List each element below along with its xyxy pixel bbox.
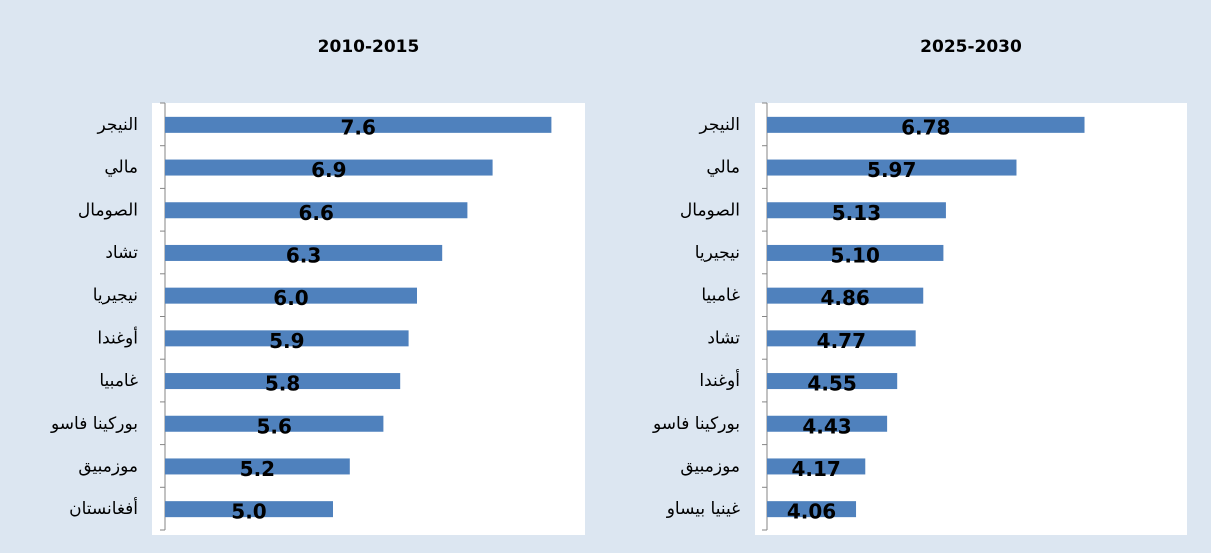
category-label: بوركينا فاسو xyxy=(652,414,740,434)
chart-title: 2025-2030 xyxy=(920,37,1022,57)
value-label: 6.78 xyxy=(901,115,950,139)
bar xyxy=(165,287,417,304)
category-label: بوركينا فاسو xyxy=(50,414,138,434)
category-label: النيجر xyxy=(698,115,740,135)
bar xyxy=(165,415,384,432)
bar xyxy=(767,330,916,347)
value-label: 6.3 xyxy=(286,243,321,267)
category-label: أوغندا xyxy=(699,369,740,391)
bar xyxy=(767,458,866,475)
bar xyxy=(165,116,552,133)
value-label: 4.17 xyxy=(791,457,840,481)
bar xyxy=(165,330,409,347)
value-label: 4.55 xyxy=(807,372,856,396)
value-label: 4.77 xyxy=(817,329,866,353)
bar xyxy=(165,244,443,261)
category-label: موزمبيق xyxy=(78,456,138,476)
category-label: أفغانستان xyxy=(69,497,138,519)
category-label: أوغندا xyxy=(97,326,138,348)
category-label: مالي xyxy=(706,158,740,178)
category-label: الصومال xyxy=(78,200,138,220)
category-label: النيجر xyxy=(96,115,138,135)
bar xyxy=(165,202,468,219)
bar xyxy=(165,373,401,390)
value-label: 5.13 xyxy=(832,201,881,225)
value-label: 5.97 xyxy=(867,158,916,182)
bar xyxy=(165,501,333,518)
bar xyxy=(165,458,350,475)
bar xyxy=(165,159,493,176)
value-label: 5.0 xyxy=(231,500,266,524)
value-label: 5.2 xyxy=(240,457,275,481)
value-label: 4.43 xyxy=(802,414,851,438)
category-label: تشاد xyxy=(707,328,740,348)
category-label: تشاد xyxy=(105,243,138,263)
value-label: 5.6 xyxy=(256,414,291,438)
bar xyxy=(767,501,857,518)
value-label: 5.10 xyxy=(831,243,880,267)
category-label: غينيا بيساو xyxy=(666,499,740,519)
bar xyxy=(767,287,924,304)
category-label: غامبيا xyxy=(99,371,138,391)
bar xyxy=(767,415,888,432)
value-label: 6.0 xyxy=(273,286,308,310)
category-label: نيجيريا xyxy=(93,286,138,306)
bar xyxy=(767,244,944,261)
bar xyxy=(767,159,1017,176)
category-label: غامبيا xyxy=(701,286,740,306)
value-label: 4.86 xyxy=(820,286,869,310)
bar xyxy=(767,202,946,219)
bar xyxy=(767,116,1085,133)
value-label: 7.6 xyxy=(340,115,375,139)
category-label: نيجيريا xyxy=(695,243,740,263)
bar xyxy=(767,373,898,390)
value-label: 5.8 xyxy=(265,372,300,396)
chart-title: 2010-2015 xyxy=(318,37,420,57)
value-label: 5.9 xyxy=(269,329,304,353)
value-label: 6.6 xyxy=(298,201,333,225)
category-label: مالي xyxy=(104,158,138,178)
value-label: 4.06 xyxy=(787,500,836,524)
category-label: موزمبيق xyxy=(680,456,740,476)
category-label: الصومال xyxy=(680,200,740,220)
value-label: 6.9 xyxy=(311,158,346,182)
